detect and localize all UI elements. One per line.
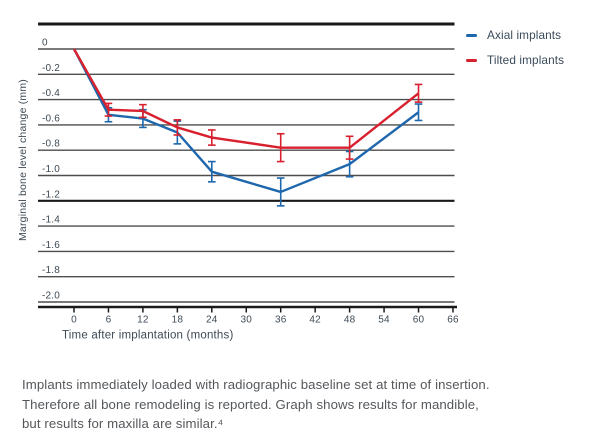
x-tick-label: 6 — [106, 315, 112, 326]
legend-label-tilted: Tilted implants — [487, 53, 565, 67]
y-tick-label: -2.0 — [42, 291, 60, 302]
series-line-axial-implants — [72, 48, 420, 194]
series-line-tilted-implants — [72, 48, 420, 149]
x-tick-label: 30 — [240, 315, 252, 326]
caption-line-2: Therefore all bone remodeling is reporte… — [22, 396, 479, 412]
y-tick-label: -0.2 — [42, 63, 60, 74]
tilted-implants-line-swatch — [466, 58, 477, 62]
legend-label-axial: Axial implants — [487, 28, 562, 42]
y-tick-label: -1.8 — [42, 265, 60, 276]
x-axis-title: Time after implantation (months) — [62, 330, 234, 342]
x-tick-label: 60 — [413, 315, 425, 326]
y-tick-label: -1.6 — [42, 240, 60, 251]
axial-implants-line-swatch — [466, 33, 477, 37]
figure-caption: Implants immediately loaded with radiogr… — [22, 375, 582, 434]
y-tick-label: -0.4 — [42, 88, 60, 99]
x-tick-label: 54 — [378, 315, 390, 326]
x-tick-label: 66 — [447, 315, 459, 326]
y-tick-label: -0.6 — [42, 113, 60, 124]
y-tick-label: -0.8 — [42, 139, 60, 150]
legend-item-tilted: Tilted implants — [466, 53, 564, 67]
y-tick-label: -1.4 — [42, 215, 60, 226]
caption-line-1: Implants immediately loaded with radiogr… — [22, 377, 490, 393]
x-tick-label: 18 — [172, 315, 184, 326]
y-tick-label: -1.2 — [42, 189, 60, 200]
x-tick-label: 48 — [344, 315, 356, 326]
x-tick-label: 24 — [206, 315, 218, 326]
chart-legend: Axial implants Tilted implants — [466, 28, 564, 67]
x-tick-label: 36 — [275, 315, 287, 326]
x-tick-label: 42 — [309, 315, 321, 326]
caption-line-3: but results for maxilla are similar.⁴ — [22, 416, 224, 432]
bone-level-change-chart: 0 -0.2 -0.4 -0.6 -0.8 -1.0 -1.2 -1.4 -1.6 -1.8 -2.… — [17, 22, 459, 342]
x-tick-label: 0 — [71, 315, 77, 326]
y-axis-title: Marginal bone level change (mm) — [17, 79, 29, 241]
y-tick-label: -1.0 — [42, 164, 60, 175]
y-tick-label: 0 — [42, 38, 48, 49]
legend-item-axial: Axial implants — [466, 28, 564, 42]
x-tick-label: 12 — [137, 315, 149, 326]
